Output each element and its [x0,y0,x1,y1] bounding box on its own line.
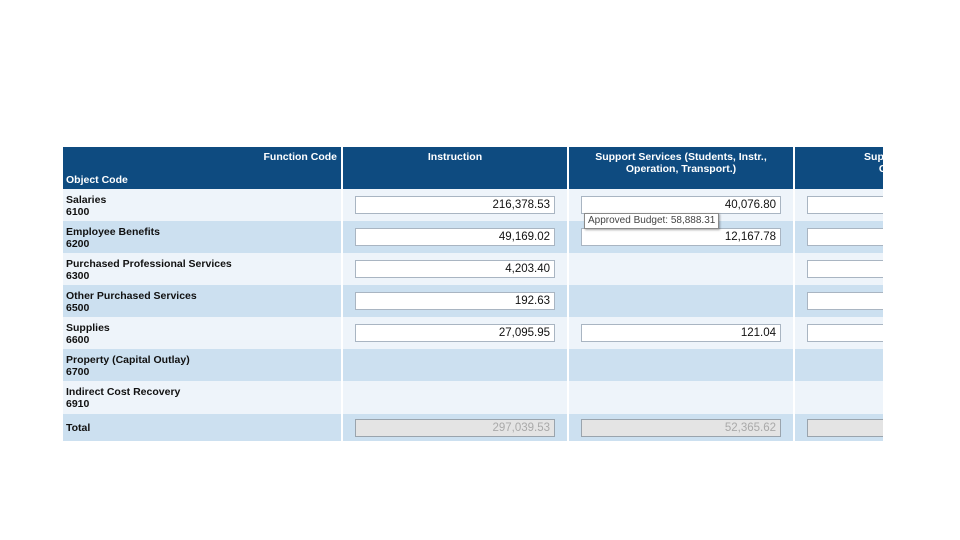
table-row-other-purchased-services: Other Purchased Services 6500 192.63 [63,285,883,317]
row-label: Other Purchased Services 6500 [66,290,197,314]
amount-input[interactable] [807,196,883,214]
amount-input[interactable]: 27,095.95 [355,324,555,342]
amount-input[interactable] [807,324,883,342]
amount-input[interactable]: 192.63 [355,292,555,310]
row-label: Supplies 6600 [66,322,110,346]
amount-input[interactable]: 216,378.53 [355,196,555,214]
row-label: Salaries 6100 [66,194,107,218]
amount-input[interactable] [807,228,883,246]
row-label: Property (Capital Outlay) 6700 [66,354,190,378]
table-row-total: Total 297,039.53 52,365.62 [63,414,883,441]
empty-cell [569,381,795,414]
amount-input[interactable]: 12,167.78 [581,228,781,246]
header-row: Function Code Object Code Instruction Su… [63,147,883,189]
table-row-property: Property (Capital Outlay) 6700 [63,349,883,381]
total-field: 52,365.62 [581,419,781,437]
row-label: Indirect Cost Recovery 6910 [66,386,181,410]
amount-input[interactable]: 40,076.80 [581,196,781,214]
empty-cell [795,349,883,381]
column-header-support-services: Support Services (Students, Instr., Oper… [569,147,795,189]
amount-input[interactable] [807,292,883,310]
empty-cell [795,381,883,414]
table-row-employee-benefits: Employee Benefits 6200 49,169.02 12,167.7… [63,221,883,253]
empty-cell [569,349,795,381]
table-row-purchased-professional-services: Purchased Professional Services 6300 4,20… [63,253,883,285]
approved-budget-tooltip: Approved Budget: 58,888.31 [584,213,720,229]
total-label: Total [66,422,91,434]
object-code-label: Object Code [66,174,128,186]
empty-cell [343,349,569,381]
amount-input[interactable]: 121.04 [581,324,781,342]
amount-input[interactable] [807,260,883,278]
header-corner: Function Code Object Code [63,147,343,189]
function-code-label: Function Code [263,151,338,163]
row-label: Employee Benefits 6200 [66,226,160,250]
amount-input[interactable]: 49,169.02 [355,228,555,246]
empty-cell [343,381,569,414]
total-field [807,419,883,437]
column-header-support-central: Support Serv Central [795,147,883,189]
table-row-supplies: Supplies 6600 27,095.95 121.04 [63,317,883,349]
budget-grid: Function Code Object Code Instruction Su… [63,147,883,441]
empty-cell [569,285,795,317]
table-row-salaries: Salaries 6100 216,378.53 40,076.80 [63,189,883,221]
total-field: 297,039.53 [355,419,555,437]
table-row-indirect-cost-recovery: Indirect Cost Recovery 6910 [63,381,883,414]
amount-input[interactable]: 4,203.40 [355,260,555,278]
column-header-instruction: Instruction [343,147,569,189]
empty-cell [569,253,795,285]
row-label: Purchased Professional Services 6300 [66,258,232,282]
